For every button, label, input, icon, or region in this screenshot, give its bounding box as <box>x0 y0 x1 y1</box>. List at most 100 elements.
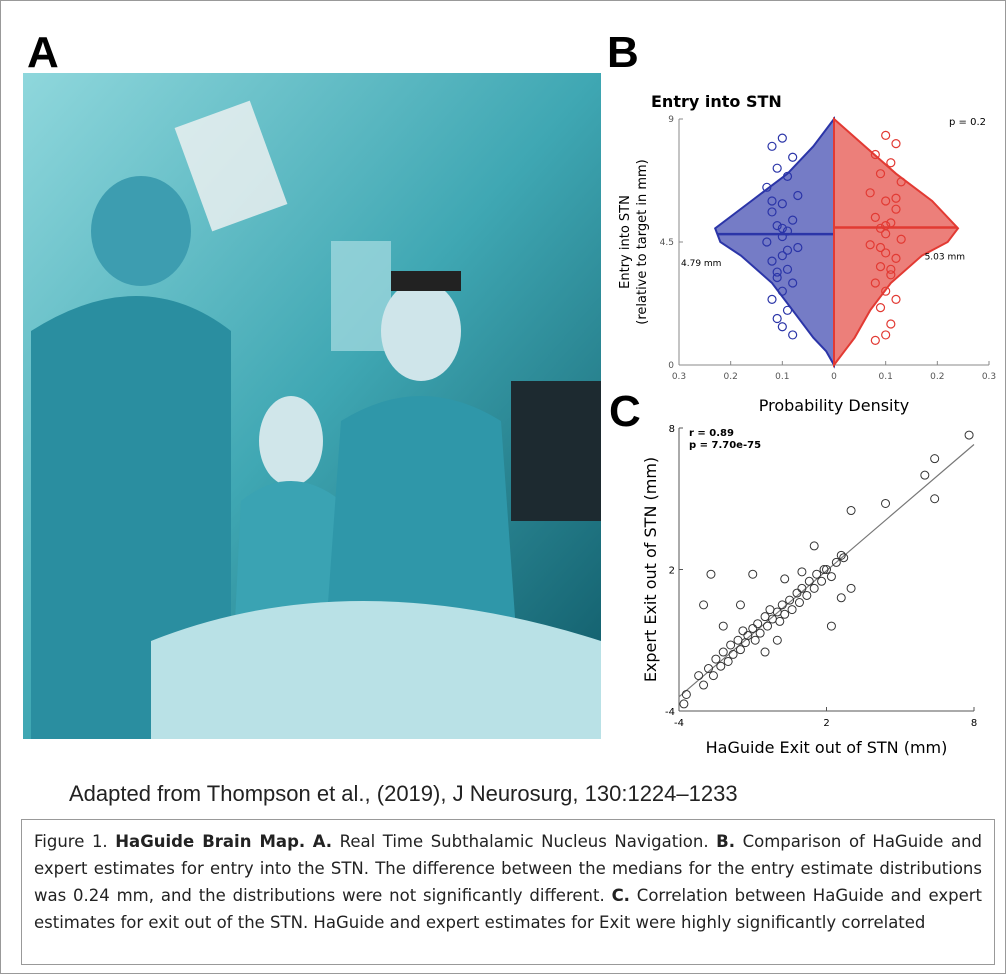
x-tick-label: 8 <box>971 718 977 729</box>
annotation: p = 7.70e-75 <box>689 440 761 451</box>
data-point <box>875 303 886 313</box>
data-point <box>767 141 777 151</box>
data-point <box>870 335 880 345</box>
scatter-chart: -4 2 8 -4 2 8 r = 0.89p = 7.70e-75 HaGuide Exit… <box>641 424 977 757</box>
x-tick-label: 0 <box>831 372 837 382</box>
y-tick-label: -4 <box>665 707 675 718</box>
x-tick-label: 0.1 <box>775 372 789 382</box>
data-point <box>920 470 930 480</box>
data-point <box>930 494 940 504</box>
data-point <box>870 149 880 160</box>
y-axis-label: Entry into STN <box>618 195 633 289</box>
data-point <box>782 171 793 181</box>
data-point <box>780 609 790 619</box>
annotation: r = 0.89 <box>689 428 734 439</box>
data-point <box>738 626 748 636</box>
data-point <box>891 139 901 149</box>
data-point <box>760 612 770 622</box>
violin-chart: Entry into STN p = 0.2 0 4.5 9 0.3 0.2 0.1 0 0.1 0… <box>618 92 996 415</box>
data-point <box>699 680 709 690</box>
data-point <box>763 621 772 631</box>
data-point <box>777 251 787 261</box>
data-point <box>792 588 802 598</box>
data-point <box>782 245 793 255</box>
data-point <box>831 557 841 567</box>
data-point <box>748 569 758 579</box>
data-point <box>775 616 785 626</box>
data-point <box>735 645 745 655</box>
data-point <box>875 242 886 253</box>
x-tick-label: 0.2 <box>930 372 944 382</box>
credit: Adapted from Thompson et al., (2019), J … <box>69 781 738 806</box>
data-point <box>767 294 777 304</box>
data-point <box>812 569 822 579</box>
data-point <box>881 130 891 140</box>
data-point <box>964 430 974 440</box>
annotation: p = 0.2 <box>949 117 986 128</box>
data-point <box>777 600 787 610</box>
data-point <box>794 598 804 608</box>
data-point <box>728 649 738 659</box>
data-point <box>772 635 782 645</box>
data-point <box>708 671 718 681</box>
data-point <box>788 152 798 162</box>
data-point <box>699 600 709 610</box>
x-tick-label: 2 <box>823 718 829 729</box>
data-point <box>793 190 803 201</box>
caption-text: Correlation between HaGuide and expert e… <box>34 886 982 932</box>
data-point <box>777 286 787 296</box>
data-point <box>836 550 846 560</box>
x-tick-label: 0.3 <box>982 372 996 382</box>
caption-figure: Figure 1. <box>34 832 108 851</box>
data-point <box>788 330 798 340</box>
data-point <box>755 628 765 638</box>
figure: A B C Entry into STN p = 0.2 0 4.5 9 0.3 0.2 0.… <box>23 28 996 757</box>
panel-label: B <box>607 28 639 77</box>
y-tick-label: 0 <box>668 361 674 371</box>
data-point <box>881 196 891 206</box>
data-point <box>753 619 763 629</box>
data-point <box>881 286 891 296</box>
data-point <box>809 583 819 593</box>
data-point <box>846 506 856 516</box>
data-point <box>772 313 782 324</box>
x-axis-label: Probability Density <box>759 396 910 415</box>
data-point <box>782 305 793 315</box>
data-point <box>817 576 827 586</box>
median-label: 5.03 mm <box>925 253 965 263</box>
y-tick-label: 8 <box>669 424 675 435</box>
data-point <box>733 635 743 645</box>
data-point <box>767 256 777 266</box>
caption-title: HaGuide Brain Map. <box>115 832 306 851</box>
data-point <box>891 294 901 304</box>
data-point <box>681 689 691 699</box>
data-point <box>836 593 846 603</box>
caption-text: Comparison of HaGuide and expert estimat… <box>34 832 982 905</box>
data-point <box>704 664 713 674</box>
data-point <box>819 565 829 574</box>
data-point <box>760 647 770 657</box>
data-point <box>726 640 736 650</box>
chart-title: Entry into STN <box>651 92 782 111</box>
data-point <box>785 595 795 605</box>
violin <box>713 116 835 369</box>
data-point <box>881 221 891 231</box>
data-point <box>896 177 906 187</box>
median-label: 4.79 mm <box>681 259 721 269</box>
data-point <box>743 631 753 641</box>
caption-label: B. <box>716 832 736 851</box>
x-axis-label: HaGuide Exit out of STN (mm) <box>706 738 948 757</box>
x-tick-label: 0.3 <box>672 372 686 382</box>
data-point <box>777 322 787 332</box>
data-point <box>881 330 891 340</box>
data-point <box>802 590 812 600</box>
caption: Figure 1. HaGuide Brain Map. A. Real Tim… <box>21 819 995 965</box>
data-point <box>797 567 807 577</box>
y-tick-label: 2 <box>669 566 675 577</box>
data-point <box>839 553 849 563</box>
data-point <box>787 605 797 615</box>
data-point <box>762 182 772 192</box>
data-point <box>870 278 880 288</box>
data-point <box>748 623 758 633</box>
data-point <box>804 576 814 586</box>
